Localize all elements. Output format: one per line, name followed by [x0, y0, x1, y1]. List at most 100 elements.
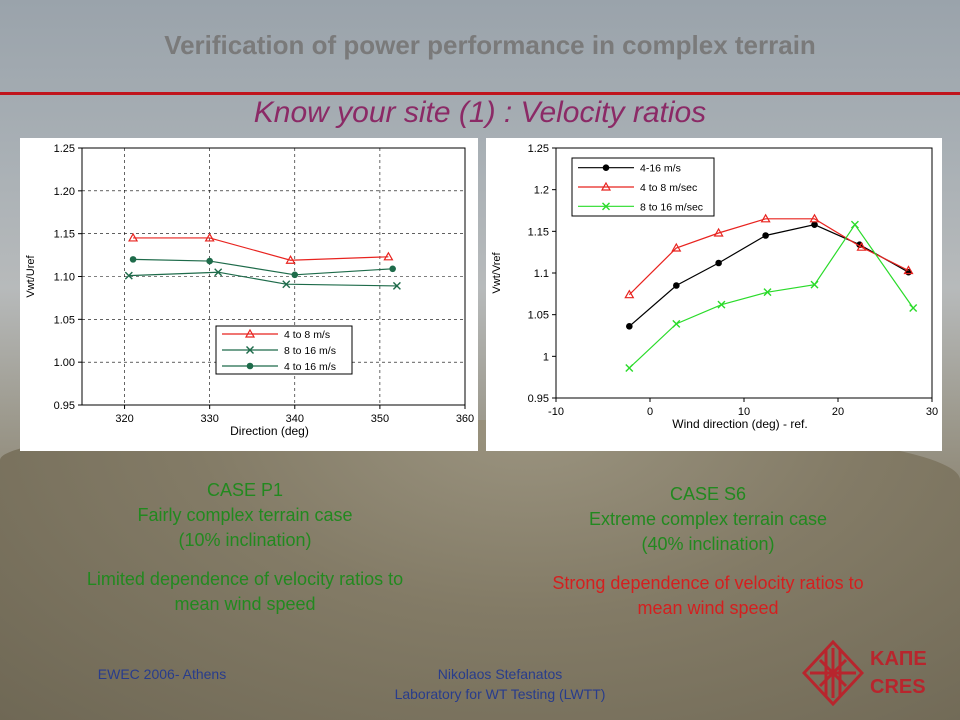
footer-author-block: Nikolaos Stefanatos Laboratory for WT Te… — [330, 664, 670, 704]
p1-series-line-2 — [133, 258, 393, 276]
p1-ytick-label: 1.05 — [54, 314, 75, 326]
right-case-label: CASE S6 — [669, 484, 747, 504]
p1-series-1-point — [214, 268, 223, 277]
slide-subtitle: Know your site (1) : Velocity ratios — [253, 96, 707, 129]
footer-event: EWEC 2006- Athens — [97, 666, 227, 682]
s6-series-1-point — [760, 213, 771, 223]
s6-ytick-label: 0.95 — [528, 393, 549, 405]
p1-series-0-point — [128, 232, 139, 242]
s6-series-0-point — [626, 323, 633, 330]
s6-series-2-point — [763, 288, 772, 297]
right-case-inclination: (40% inclination) — [641, 534, 775, 554]
s6-series-0-point — [673, 282, 680, 289]
s6-series-line-2 — [628, 223, 914, 369]
s6-xtick-label: 30 — [926, 406, 938, 418]
left-caption: CASE P1 Fairly complex terrain case (10%… — [20, 478, 470, 617]
s6-series-2-point — [717, 300, 726, 309]
p1-x-axis-label: Direction (deg) — [230, 424, 309, 438]
s6-xtick-label: 0 — [647, 406, 653, 418]
left-case-description: Fairly complex terrain case — [137, 505, 353, 525]
s6-ytick-label: 1.1 — [534, 268, 549, 280]
s6-series-1-point — [903, 265, 914, 275]
p1-series-line-0 — [133, 237, 389, 261]
s6-xtick-label: 10 — [738, 406, 750, 418]
s6-y-axis-label: Vwt/Vref — [491, 251, 503, 293]
p1-ytick-label: 1.20 — [54, 186, 75, 198]
p1-series-line-1 — [128, 271, 397, 287]
p1-xtick-label: 330 — [200, 413, 218, 425]
chart-case-p1: 1.25 1.20 1.15 1.10 1.05 1.00 0.95 320 330 340 350… — [20, 138, 478, 451]
chart-case-s6-svg: 1.25 1.2 1.15 1.1 1.05 1 0.95-10 0 10 20 30 Wind di… — [491, 143, 938, 431]
p1-ytick-label: 1.00 — [54, 357, 75, 369]
cres-logo: ΚΑΠΕ CRES — [801, 639, 942, 710]
s6-series-1-point — [671, 242, 682, 252]
cres-emblem-icon — [801, 639, 865, 707]
title-divider — [0, 92, 960, 95]
p1-series-1-point — [392, 281, 401, 290]
s6-ytick-label: 1.15 — [528, 226, 549, 238]
p1-series-2-point — [389, 265, 396, 273]
left-conclusion-line1: Limited dependence of velocity ratios to — [86, 569, 404, 589]
p1-y-axis-label: Vwt/Uref — [25, 254, 37, 297]
p1-series-1-point — [124, 271, 133, 280]
s6-series-0-point — [715, 259, 722, 267]
s6-series-2-point — [810, 280, 819, 289]
s6-ytick-label: 1 — [543, 351, 549, 363]
p1-xtick-label: 350 — [371, 413, 389, 425]
right-caption: CASE S6 Extreme complex terrain case (40… — [480, 482, 936, 621]
footer-author: Nikolaos Stefanatos — [437, 666, 563, 682]
p1-ytick-label: 1.10 — [54, 272, 75, 284]
s6-legend-label-1: 4 to 8 m/sec — [640, 182, 697, 194]
s6-series-1-point — [856, 241, 867, 251]
s6-ytick-label: 1.25 — [528, 143, 549, 155]
s6-series-1-point — [809, 213, 820, 223]
s6-legend-marker-2 — [602, 202, 610, 211]
p1-xtick-label: 320 — [115, 413, 133, 425]
s6-series-2-point — [672, 319, 681, 328]
right-conclusion-line2: mean wind speed — [637, 598, 779, 618]
s6-legend-marker-0 — [602, 164, 610, 171]
p1-legend-label-1: 8 to 16 m/s — [284, 345, 336, 357]
s6-series-2-point — [850, 220, 859, 229]
footer-lab: Laboratory for WT Testing (LWTT) — [394, 686, 606, 702]
p1-series-0-point — [204, 232, 215, 242]
p1-series-0-point — [383, 251, 394, 261]
s6-series-1-point — [713, 227, 724, 237]
s6-ytick-label: 1.05 — [528, 310, 549, 322]
slide-title: Verification of power performance in com… — [164, 30, 816, 60]
p1-xtick-label: 360 — [456, 413, 474, 425]
hill-background — [0, 420, 960, 720]
p1-legend-marker-2 — [246, 362, 254, 370]
s6-series-2-point — [625, 364, 634, 372]
s6-legend-label-2: 8 to 16 m/sec — [640, 201, 703, 213]
s6-series-2-point — [909, 304, 918, 312]
p1-ytick-label: 1.25 — [54, 143, 75, 155]
s6-series-line-0 — [628, 224, 909, 327]
p1-legend-marker-1 — [246, 346, 254, 354]
p1-xtick-label: 340 — [286, 413, 304, 425]
p1-series-0-point — [285, 255, 296, 264]
right-case-description: Extreme complex terrain case — [588, 509, 828, 529]
p1-series-2-point — [291, 271, 299, 279]
s6-legend-label-0: 4-16 m/s — [640, 163, 681, 175]
s6-series-line-1 — [628, 218, 909, 296]
chart-case-p1-svg: 1.25 1.20 1.15 1.10 1.05 1.00 0.95 320 330 340 350… — [25, 143, 474, 438]
p1-series-2-point — [129, 256, 137, 263]
left-case-inclination: (10% inclination) — [178, 530, 312, 550]
s6-ytick-label: 1.2 — [534, 185, 549, 197]
s6-xtick-label: -10 — [548, 406, 564, 418]
p1-legend-marker-0 — [244, 328, 256, 338]
s6-series-0-point — [811, 221, 818, 228]
p1-ytick-label: 1.15 — [54, 229, 75, 241]
p1-legend-label-2: 4 to 16 m/s — [284, 361, 336, 373]
logo-greek: ΚΑΠΕ — [870, 648, 927, 670]
s6-legend-marker-1 — [600, 181, 612, 191]
chart-case-s6: 1.25 1.2 1.15 1.1 1.05 1 0.95 -10 0 10 20 30 Wind di… — [486, 138, 942, 451]
left-case-label: CASE P1 — [206, 480, 284, 500]
s6-series-1-point — [624, 289, 635, 299]
p1-series-2-point — [206, 257, 213, 265]
right-conclusion-line1: Strong dependence of velocity ratios to — [552, 573, 864, 593]
p1-ytick-label: 0.95 — [54, 400, 75, 412]
s6-series-0-point — [762, 232, 769, 239]
p1-legend-label-0: 4 to 8 m/s — [284, 329, 330, 341]
